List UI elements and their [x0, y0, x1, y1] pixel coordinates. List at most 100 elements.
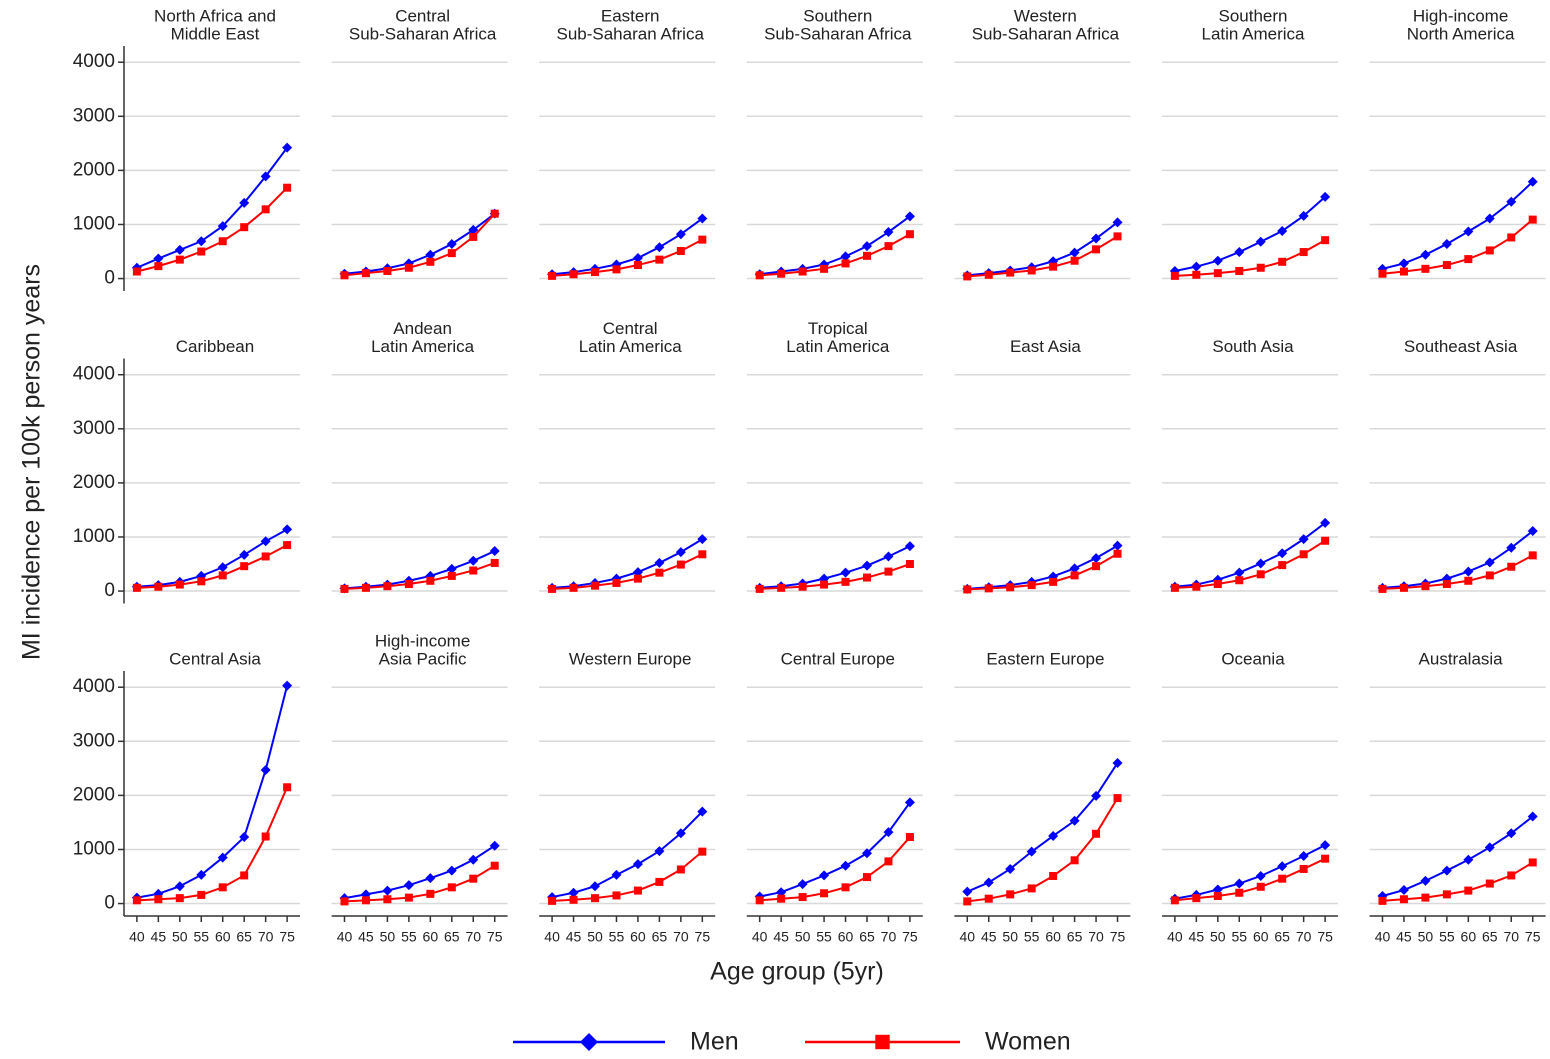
panel-title: Central [395, 6, 450, 25]
marker [1256, 263, 1265, 272]
marker [1027, 266, 1036, 275]
marker [1506, 828, 1517, 839]
marker [1091, 553, 1102, 564]
y-tick-label: 4000 [73, 676, 115, 697]
marker [797, 879, 808, 890]
x-tick-label: 60 [838, 929, 854, 945]
marker [361, 269, 370, 278]
marker [1398, 258, 1409, 269]
marker [383, 582, 392, 591]
marker [175, 894, 184, 903]
marker [676, 865, 685, 874]
marker [548, 271, 557, 280]
marker [446, 563, 457, 574]
marker [1398, 885, 1409, 896]
marker [447, 249, 456, 258]
marker [1507, 562, 1516, 571]
marker [490, 861, 499, 870]
panel-title: Sub-Saharan Africa [556, 24, 704, 43]
marker [1091, 790, 1102, 801]
marker [697, 213, 708, 224]
marker [468, 555, 479, 566]
x-tick-label: 60 [423, 929, 439, 945]
marker [340, 897, 349, 906]
marker [883, 551, 894, 562]
y-tick-label: 3000 [73, 418, 115, 439]
marker [655, 255, 664, 264]
marker [1277, 225, 1288, 236]
x-axis-label: Age group (5yr) [710, 958, 884, 986]
marker [1378, 269, 1387, 278]
marker [1399, 895, 1408, 904]
marker [426, 257, 435, 266]
series-line [966, 762, 1119, 893]
marker [469, 566, 478, 575]
x-tick-label: 70 [881, 929, 897, 945]
marker [425, 249, 436, 260]
marker [1048, 830, 1059, 841]
marker [612, 578, 621, 587]
marker [1049, 577, 1058, 586]
marker [904, 211, 915, 222]
marker [569, 583, 578, 592]
marker [1441, 865, 1452, 876]
legend-marker [875, 1034, 890, 1050]
marker [1112, 540, 1123, 551]
marker [1005, 863, 1016, 874]
marker [1528, 858, 1537, 867]
marker [777, 894, 786, 903]
marker [862, 251, 871, 260]
marker [1378, 584, 1387, 593]
marker [755, 271, 764, 280]
marker [1092, 245, 1101, 254]
marker [777, 583, 786, 592]
marker [1235, 888, 1244, 897]
y-axis-label: MI incidence per 100k person years [18, 264, 46, 660]
marker [218, 571, 227, 580]
marker [1113, 794, 1122, 803]
x-tick-label: 40 [1167, 929, 1183, 945]
marker [1278, 257, 1287, 266]
marker [282, 142, 293, 153]
marker [1006, 583, 1015, 592]
marker [1527, 811, 1538, 822]
marker [1070, 256, 1079, 265]
marker [548, 584, 557, 593]
series-line [136, 147, 288, 269]
x-tick-label: 55 [1024, 929, 1040, 945]
marker [1277, 548, 1288, 559]
x-tick-label: 60 [1045, 929, 1061, 945]
marker [1442, 890, 1451, 899]
y-tick-label: 1000 [73, 526, 115, 547]
panel-title: Southeast Asia [1404, 337, 1518, 356]
marker [425, 873, 436, 884]
marker [282, 680, 293, 691]
series-line [1174, 196, 1326, 272]
marker [404, 893, 413, 902]
marker [963, 897, 972, 906]
y-tick-label: 2000 [73, 784, 115, 805]
marker [1463, 226, 1474, 237]
marker [1255, 558, 1266, 569]
panel-title: Central Europe [781, 649, 895, 668]
x-tick-label: 75 [279, 929, 295, 945]
marker [490, 209, 499, 218]
marker [1484, 557, 1495, 568]
x-tick-label: 60 [215, 929, 231, 945]
panel-title: Eastern Europe [986, 649, 1104, 668]
marker [240, 223, 249, 232]
marker [1320, 840, 1331, 851]
panel-title: Caribbean [176, 337, 254, 356]
marker [905, 833, 914, 842]
marker [841, 259, 850, 268]
marker [447, 883, 456, 892]
marker [468, 224, 479, 235]
panel-title: High-income [375, 631, 470, 650]
marker [632, 859, 643, 870]
marker [1441, 238, 1452, 249]
y-tick-label: 4000 [73, 51, 115, 72]
marker [446, 865, 457, 876]
marker [260, 764, 271, 775]
marker [697, 806, 708, 817]
marker [654, 557, 665, 568]
